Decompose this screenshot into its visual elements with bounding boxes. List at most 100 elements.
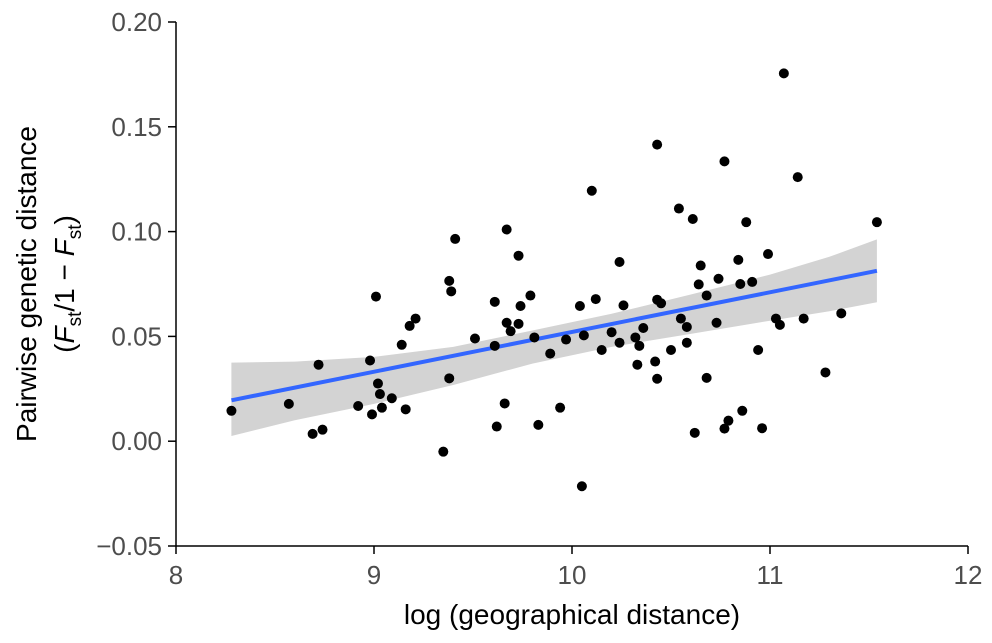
data-point	[586, 185, 597, 196]
data-point	[578, 330, 589, 341]
data-point	[396, 339, 407, 350]
data-point	[713, 273, 724, 284]
data-point	[525, 290, 536, 301]
data-point	[871, 217, 882, 228]
y-axis-title-paren-close: )	[49, 215, 80, 224]
data-point	[820, 367, 831, 378]
data-point	[400, 404, 411, 415]
data-point	[719, 156, 730, 167]
data-point	[353, 400, 364, 411]
data-point	[590, 294, 601, 305]
data-point	[596, 345, 607, 356]
data-points-layer	[226, 68, 882, 492]
confidence-band	[231, 239, 877, 436]
data-point	[681, 337, 692, 348]
data-point	[533, 419, 544, 430]
x-ticks: 8 9 10 11 12	[169, 546, 982, 590]
data-point	[365, 355, 376, 366]
x-tick-label: 10	[558, 560, 587, 590]
y-axis-title-line1: Pairwise genetic distance	[11, 126, 42, 442]
data-point	[446, 286, 457, 297]
data-point	[555, 402, 566, 413]
data-point	[606, 327, 617, 338]
data-point	[489, 340, 500, 351]
data-point	[689, 427, 700, 438]
data-point	[614, 256, 625, 267]
data-point	[693, 279, 704, 290]
data-point	[313, 359, 324, 370]
x-tick-label: 9	[367, 560, 381, 590]
data-point	[719, 423, 730, 434]
data-point	[404, 320, 415, 331]
data-point	[372, 378, 383, 389]
data-point	[505, 326, 516, 337]
data-point	[836, 308, 847, 319]
data-point	[652, 139, 663, 150]
data-point	[652, 373, 663, 384]
data-point	[630, 332, 641, 343]
data-point	[792, 172, 803, 183]
y-tick-label: 0.15	[111, 112, 162, 142]
data-point	[747, 276, 758, 287]
y-tick-label: 0.10	[111, 217, 162, 247]
regression-line	[231, 268, 878, 403]
data-point	[576, 481, 587, 492]
y-tick-label: −0.05	[96, 531, 162, 561]
data-point	[681, 321, 692, 332]
data-point	[737, 405, 748, 416]
data-point	[778, 68, 789, 79]
data-point	[774, 319, 785, 330]
y-axis-title-sub2: st	[65, 224, 86, 240]
y-axis-title-paren-open: (	[49, 343, 80, 353]
data-point	[675, 313, 686, 324]
data-point	[687, 214, 698, 225]
data-point	[701, 290, 712, 301]
data-point	[515, 301, 526, 312]
data-point	[489, 296, 500, 307]
data-point	[450, 233, 461, 244]
y-axis-title-f1: F	[49, 325, 80, 344]
data-point	[614, 337, 625, 348]
data-point	[723, 415, 734, 426]
data-point	[410, 313, 421, 324]
data-point	[501, 317, 512, 328]
data-point	[735, 279, 746, 289]
data-point	[650, 356, 661, 367]
data-point	[444, 373, 455, 384]
data-point	[695, 260, 706, 271]
data-point	[513, 250, 524, 261]
y-tick-label: 0.00	[111, 426, 162, 456]
data-point	[666, 345, 676, 356]
y-ticks: −0.05 0.00 0.05 0.10 0.15 0.20	[96, 7, 176, 561]
data-point	[386, 393, 397, 404]
data-point	[634, 340, 645, 351]
data-point	[733, 254, 744, 265]
data-point	[317, 424, 328, 435]
data-point	[469, 333, 480, 344]
data-point	[444, 275, 455, 286]
data-point	[618, 300, 629, 311]
data-point	[673, 203, 684, 214]
data-point	[561, 334, 572, 345]
data-point	[763, 249, 774, 260]
data-point	[638, 323, 649, 334]
y-axis-title-sub1: st	[65, 311, 86, 327]
x-tick-label: 8	[169, 560, 183, 590]
y-axis-title-middle: /1 −	[49, 256, 80, 311]
data-point	[711, 317, 722, 328]
data-point	[374, 389, 385, 400]
x-axis-title: log (geographical distance)	[404, 599, 740, 630]
y-tick-label: 0.20	[111, 7, 162, 37]
data-point	[499, 398, 510, 409]
confidence-band-layer	[231, 239, 877, 436]
data-point	[491, 421, 502, 432]
data-point	[226, 405, 237, 416]
data-point	[376, 402, 387, 413]
data-point	[753, 345, 764, 356]
data-point	[574, 301, 585, 312]
fit-line-layer	[231, 268, 878, 403]
data-point	[529, 332, 540, 343]
y-tick-label: 0.05	[111, 321, 162, 351]
data-point	[370, 291, 381, 302]
